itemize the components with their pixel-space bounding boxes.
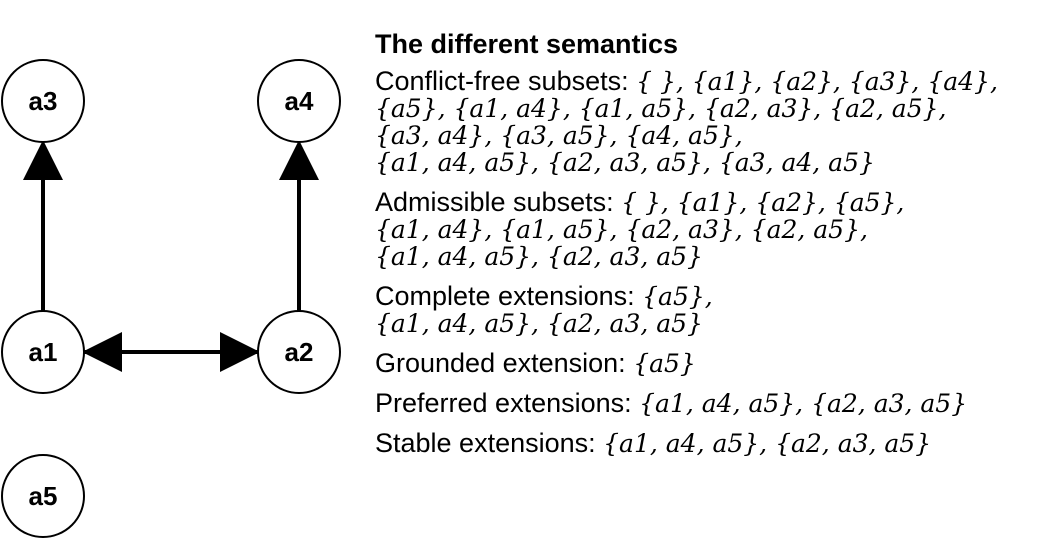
section-label: Complete extensions: (375, 281, 635, 311)
node-label: a3 (29, 86, 58, 116)
subset-list: {a1, a4, a5}, {a2, a3, a5}, {a3, a4, a5} (375, 148, 875, 177)
node-circle (1, 310, 85, 394)
semantics-section: Grounded extension: {a5} (375, 348, 1047, 378)
subset-list: {a1, a4}, {a1, a5}, {a2, a3}, {a2, a5}, (375, 215, 868, 244)
semantics-line: Grounded extension: {a5} (375, 348, 1047, 378)
node-circle (1, 59, 85, 143)
subset-list: { }, {a1}, {a2}, {a3}, {a4}, (636, 67, 998, 96)
panel-title: The different semantics (375, 29, 679, 59)
semantics-section: Stable extensions: {a1, a4, a5}, {a2, a3… (375, 428, 1047, 458)
node-label: a1 (29, 337, 58, 367)
subset-list: {a5}, {a1, a4}, {a1, a5}, {a2, a3}, {a2,… (375, 94, 947, 123)
node-a5: a5 (1, 454, 85, 538)
node-a4: a4 (257, 59, 341, 143)
semantics-line: {a1, a4, a5}, {a2, a3, a5} (375, 310, 1047, 337)
section-label: Grounded extension: (375, 348, 626, 378)
subset-list: {a3, a4}, {a3, a5}, {a4, a5}, (375, 121, 743, 150)
node-label: a4 (285, 86, 314, 116)
argumentation-graph: a1 a2 a3 a4 a5 (1, 59, 341, 538)
node-label: a5 (29, 481, 58, 511)
semantics-sections: Conflict-free subsets: { }, {a1}, {a2}, … (375, 66, 1047, 458)
semantics-line: Stable extensions: {a1, a4, a5}, {a2, a3… (375, 428, 1047, 458)
semantics-panel: The different semantics Conflict-free su… (375, 26, 1047, 470)
semantics-line: {a5}, {a1, a4}, {a1, a5}, {a2, a3}, {a2,… (375, 95, 1047, 122)
node-circle (1, 454, 85, 538)
section-label: Stable extensions: (375, 428, 596, 458)
node-circle (257, 59, 341, 143)
node-label: a2 (285, 337, 314, 367)
subset-list: {a1, a4, a5}, {a2, a3, a5} (375, 242, 703, 271)
nodes: a1 a2 a3 a4 a5 (1, 59, 341, 538)
subset-list: {a1, a4, a5}, {a2, a3, a5} (639, 389, 968, 418)
node-a3: a3 (1, 59, 85, 143)
edges (22, 140, 319, 372)
semantics-section: Complete extensions: {a5}, {a1, a4, a5}, … (375, 281, 1047, 338)
subset-list: {a5}, (642, 282, 713, 311)
semantics-line: {a3, a4}, {a3, a5}, {a4, a5}, (375, 122, 1047, 149)
node-a1: a1 (1, 310, 85, 394)
subset-list: {a1, a4, a5}, {a2, a3, a5} (603, 429, 932, 458)
semantics-line: Admissible subsets: { }, {a1}, {a2}, {a5… (375, 187, 1047, 217)
semantics-section: Conflict-free subsets: { }, {a1}, {a2}, … (375, 66, 1047, 177)
semantics-line: Preferred extensions: {a1, a4, a5}, {a2,… (375, 388, 1047, 418)
node-a2: a2 (257, 310, 341, 394)
semantics-line: Conflict-free subsets: { }, {a1}, {a2}, … (375, 66, 1047, 96)
subset-list: {a5} (633, 349, 696, 378)
semantics-line: {a1, a4, a5}, {a2, a3, a5}, {a3, a4, a5} (375, 149, 1047, 176)
subset-list: { }, {a1}, {a2}, {a5}, (621, 188, 905, 217)
semantics-section: Preferred extensions: {a1, a4, a5}, {a2,… (375, 388, 1047, 418)
section-label: Conflict-free subsets: (375, 66, 629, 96)
node-circle (257, 310, 341, 394)
semantics-line: Complete extensions: {a5}, (375, 281, 1047, 311)
semantics-section: Admissible subsets: { }, {a1}, {a2}, {a5… (375, 187, 1047, 271)
subset-list: {a1, a4, a5}, {a2, a3, a5} (375, 309, 703, 338)
semantics-line: {a1, a4}, {a1, a5}, {a2, a3}, {a2, a5}, (375, 216, 1047, 243)
semantics-line: {a1, a4, a5}, {a2, a3, a5} (375, 243, 1047, 270)
section-label: Admissible subsets: (375, 187, 614, 217)
section-label: Preferred extensions: (375, 388, 632, 418)
